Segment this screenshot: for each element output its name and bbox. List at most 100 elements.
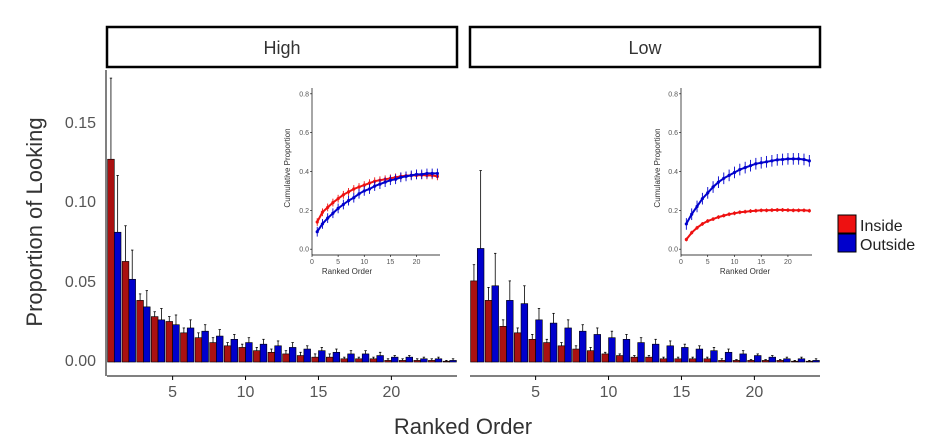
bar-outside bbox=[535, 319, 543, 363]
bar-outside bbox=[797, 358, 806, 363]
inset-point-inside bbox=[770, 208, 774, 212]
bar-inside bbox=[674, 358, 682, 363]
inset-point-outside bbox=[807, 159, 811, 163]
x-tick-label: 5 bbox=[531, 384, 540, 401]
inset-point-inside bbox=[797, 208, 801, 212]
inset-point-inside bbox=[764, 208, 769, 212]
inset-point-inside bbox=[722, 213, 726, 218]
inset-x-tick-label: 0 bbox=[310, 259, 314, 266]
inset-point-outside bbox=[352, 196, 356, 200]
inset-point-inside bbox=[706, 219, 710, 223]
inset-point-outside bbox=[420, 172, 424, 177]
inset-point-outside bbox=[409, 173, 413, 177]
bar-outside bbox=[681, 347, 689, 363]
inset-point-outside bbox=[346, 199, 351, 203]
bars-layer bbox=[107, 77, 457, 363]
inset-background bbox=[310, 84, 442, 257]
bar-inside bbox=[557, 345, 566, 363]
inset-point-outside bbox=[393, 177, 398, 181]
inset-point-inside bbox=[367, 181, 372, 185]
bar-outside bbox=[637, 342, 645, 363]
bar-inside bbox=[543, 342, 551, 363]
inset-point-outside bbox=[716, 180, 721, 184]
bar-inside bbox=[528, 339, 536, 363]
inset-point-inside bbox=[341, 193, 345, 197]
bar-outside bbox=[710, 350, 718, 363]
inset-point-inside bbox=[320, 210, 325, 214]
bar-inside bbox=[484, 300, 493, 363]
inset-x-axis-title: Ranked Order bbox=[322, 267, 373, 276]
x-tick-label: 15 bbox=[673, 384, 691, 401]
inset-y-tick-label: 0.8 bbox=[668, 91, 678, 98]
inset-point-outside bbox=[378, 182, 382, 186]
inset-point-outside bbox=[404, 174, 408, 178]
bar-outside bbox=[434, 358, 443, 363]
inset-point-outside bbox=[315, 230, 319, 234]
bar-outside bbox=[288, 347, 297, 363]
inset-point-outside bbox=[780, 157, 785, 162]
inset-point-inside bbox=[352, 187, 356, 191]
bar-outside bbox=[259, 343, 268, 363]
inset-background bbox=[679, 84, 814, 257]
inset-x-tick-label: 20 bbox=[413, 259, 421, 266]
inset-point-outside bbox=[414, 172, 419, 177]
bar-inside bbox=[776, 360, 784, 363]
bar-outside bbox=[245, 342, 253, 363]
inset-y-tick-label: 0.2 bbox=[299, 208, 309, 215]
bar-outside bbox=[812, 360, 820, 363]
inset-point-outside bbox=[738, 167, 742, 172]
bar-outside bbox=[113, 231, 122, 363]
bar-inside bbox=[136, 300, 144, 363]
inset-y-tick-label: 0.6 bbox=[668, 130, 678, 137]
legend: Inside Outside bbox=[837, 214, 915, 254]
strip-box bbox=[105, 25, 459, 69]
inset-point-outside bbox=[430, 171, 434, 176]
inset-point-outside bbox=[759, 161, 763, 165]
bar-inside bbox=[384, 360, 392, 363]
y-axis: 0.00 0.05 0.10 0.15 bbox=[65, 115, 96, 370]
inset-point-inside bbox=[700, 222, 704, 226]
bar-outside bbox=[361, 353, 370, 363]
inset-point-outside bbox=[770, 159, 774, 163]
bar-outside bbox=[420, 358, 428, 363]
inset-point-inside bbox=[775, 208, 779, 212]
inset-y-tick-label: 0.4 bbox=[299, 169, 309, 176]
bar-inside bbox=[586, 350, 595, 363]
x-tick-label: 10 bbox=[600, 384, 618, 401]
bar-inside bbox=[223, 345, 232, 363]
inset-point-inside bbox=[727, 212, 731, 216]
inset-point-outside bbox=[684, 222, 688, 226]
inset-point-inside bbox=[362, 183, 366, 187]
bar-outside bbox=[506, 300, 514, 363]
bar-outside bbox=[332, 351, 341, 363]
legend-swatch-inside bbox=[837, 214, 857, 234]
bar-outside bbox=[579, 330, 587, 363]
bar-outside bbox=[520, 303, 529, 363]
inset-point-outside bbox=[797, 157, 801, 161]
inset-point-inside bbox=[336, 197, 340, 201]
inset-point-outside bbox=[802, 157, 806, 162]
inset-point-inside bbox=[346, 190, 351, 194]
bar-inside bbox=[761, 360, 770, 363]
inset-point-outside bbox=[727, 173, 731, 177]
bar-inside bbox=[499, 326, 507, 363]
bar-inside bbox=[718, 360, 726, 363]
x-axis-title: Ranked Order bbox=[394, 414, 532, 439]
inset-point-outside bbox=[722, 176, 726, 180]
strip-label: High bbox=[263, 38, 300, 58]
bar-outside bbox=[376, 355, 384, 363]
inset-point-inside bbox=[780, 208, 785, 212]
bar-inside bbox=[180, 332, 188, 363]
inset-point-outside bbox=[341, 202, 345, 207]
bars-layer bbox=[470, 170, 820, 363]
inset-point-outside bbox=[373, 184, 377, 188]
bar-outside bbox=[724, 351, 733, 363]
bar-inside bbox=[514, 332, 522, 363]
bar-inside bbox=[689, 358, 697, 363]
bar-outside bbox=[405, 356, 413, 363]
x-tick-label: 10 bbox=[237, 384, 255, 401]
inset-y-tick-label: 0.0 bbox=[668, 247, 678, 254]
inset-plot: 0.0 0.2 0.4 0.6 0.8 0 5 10 15 20 Ranked Order Cum… bbox=[283, 84, 442, 276]
inset-x-tick-label: 0 bbox=[679, 259, 683, 266]
bar-outside bbox=[695, 348, 704, 363]
